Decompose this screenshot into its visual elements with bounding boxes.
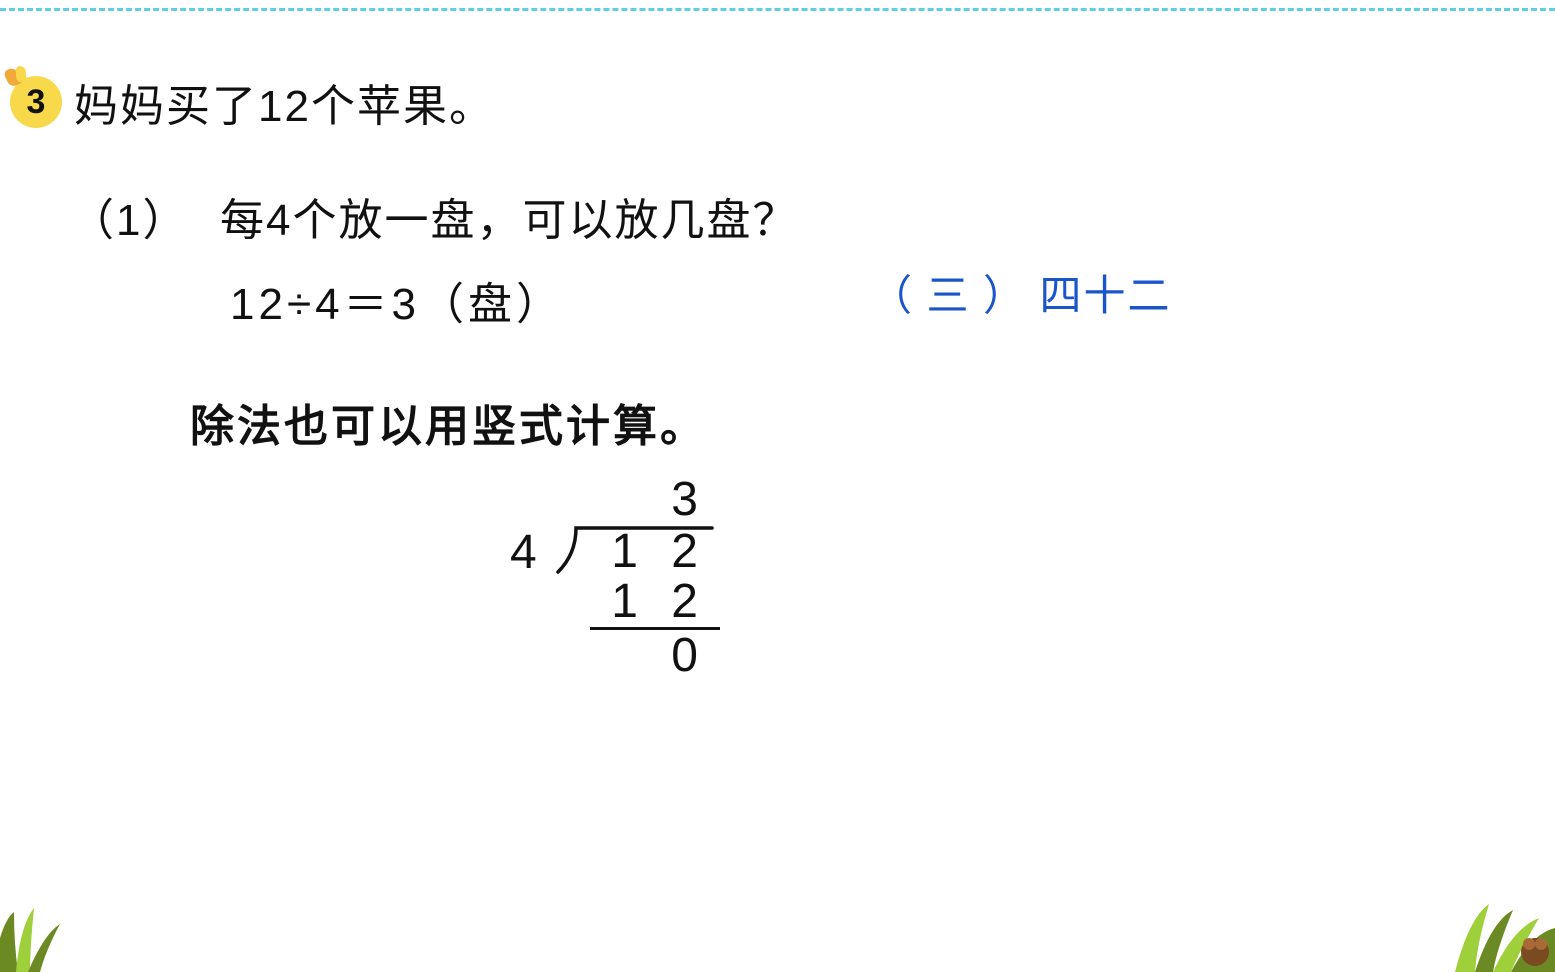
ld-divisor: 4 [510,528,537,578]
bullet-badge: 3 [10,76,62,128]
equation: 12÷4＝3（盘） [230,268,564,332]
annotation-suffix: 四十二 [1040,274,1172,320]
equation-row: 12÷4＝3（盘） （ 三 ） 四十二 [230,268,1535,332]
ld-product: 1 2 [590,578,720,630]
annotation: （ 三 ） 四十二 [870,262,1172,323]
long-division: 3 4 1 2 1 2 0 [510,474,730,682]
slide-content: 3 妈妈买了12个苹果。 （1） 每4个放一盘，可以放几盘？ 12÷4＝3（盘）… [10,70,1535,682]
sub-label: （1） [70,184,220,248]
bullet-deco-icon-2 [15,66,26,83]
annotation-answer: 三 [927,274,971,320]
dashed-top-border [0,8,1555,11]
note-text: 除法也可以用竖式计算。 [190,390,1535,454]
grass-left-icon [0,904,84,972]
ld-remainder: 0 [510,630,730,682]
intro-text: 妈妈买了12个苹果。 [74,70,495,134]
ld-dividend: 1 2 [510,526,730,578]
question-header: 3 妈妈买了12个苹果。 [10,70,1535,134]
annotation-close-paren: ） [983,274,1027,320]
sub-question-row: （1） 每4个放一盘，可以放几盘？ [70,184,1535,248]
grass-right-icon [1435,904,1555,972]
bullet-number: 3 [27,83,46,122]
sub-question-text: 每4个放一盘，可以放几盘？ [220,184,798,248]
ld-quotient: 3 [510,474,730,526]
annotation-open-paren: （ [870,274,914,320]
